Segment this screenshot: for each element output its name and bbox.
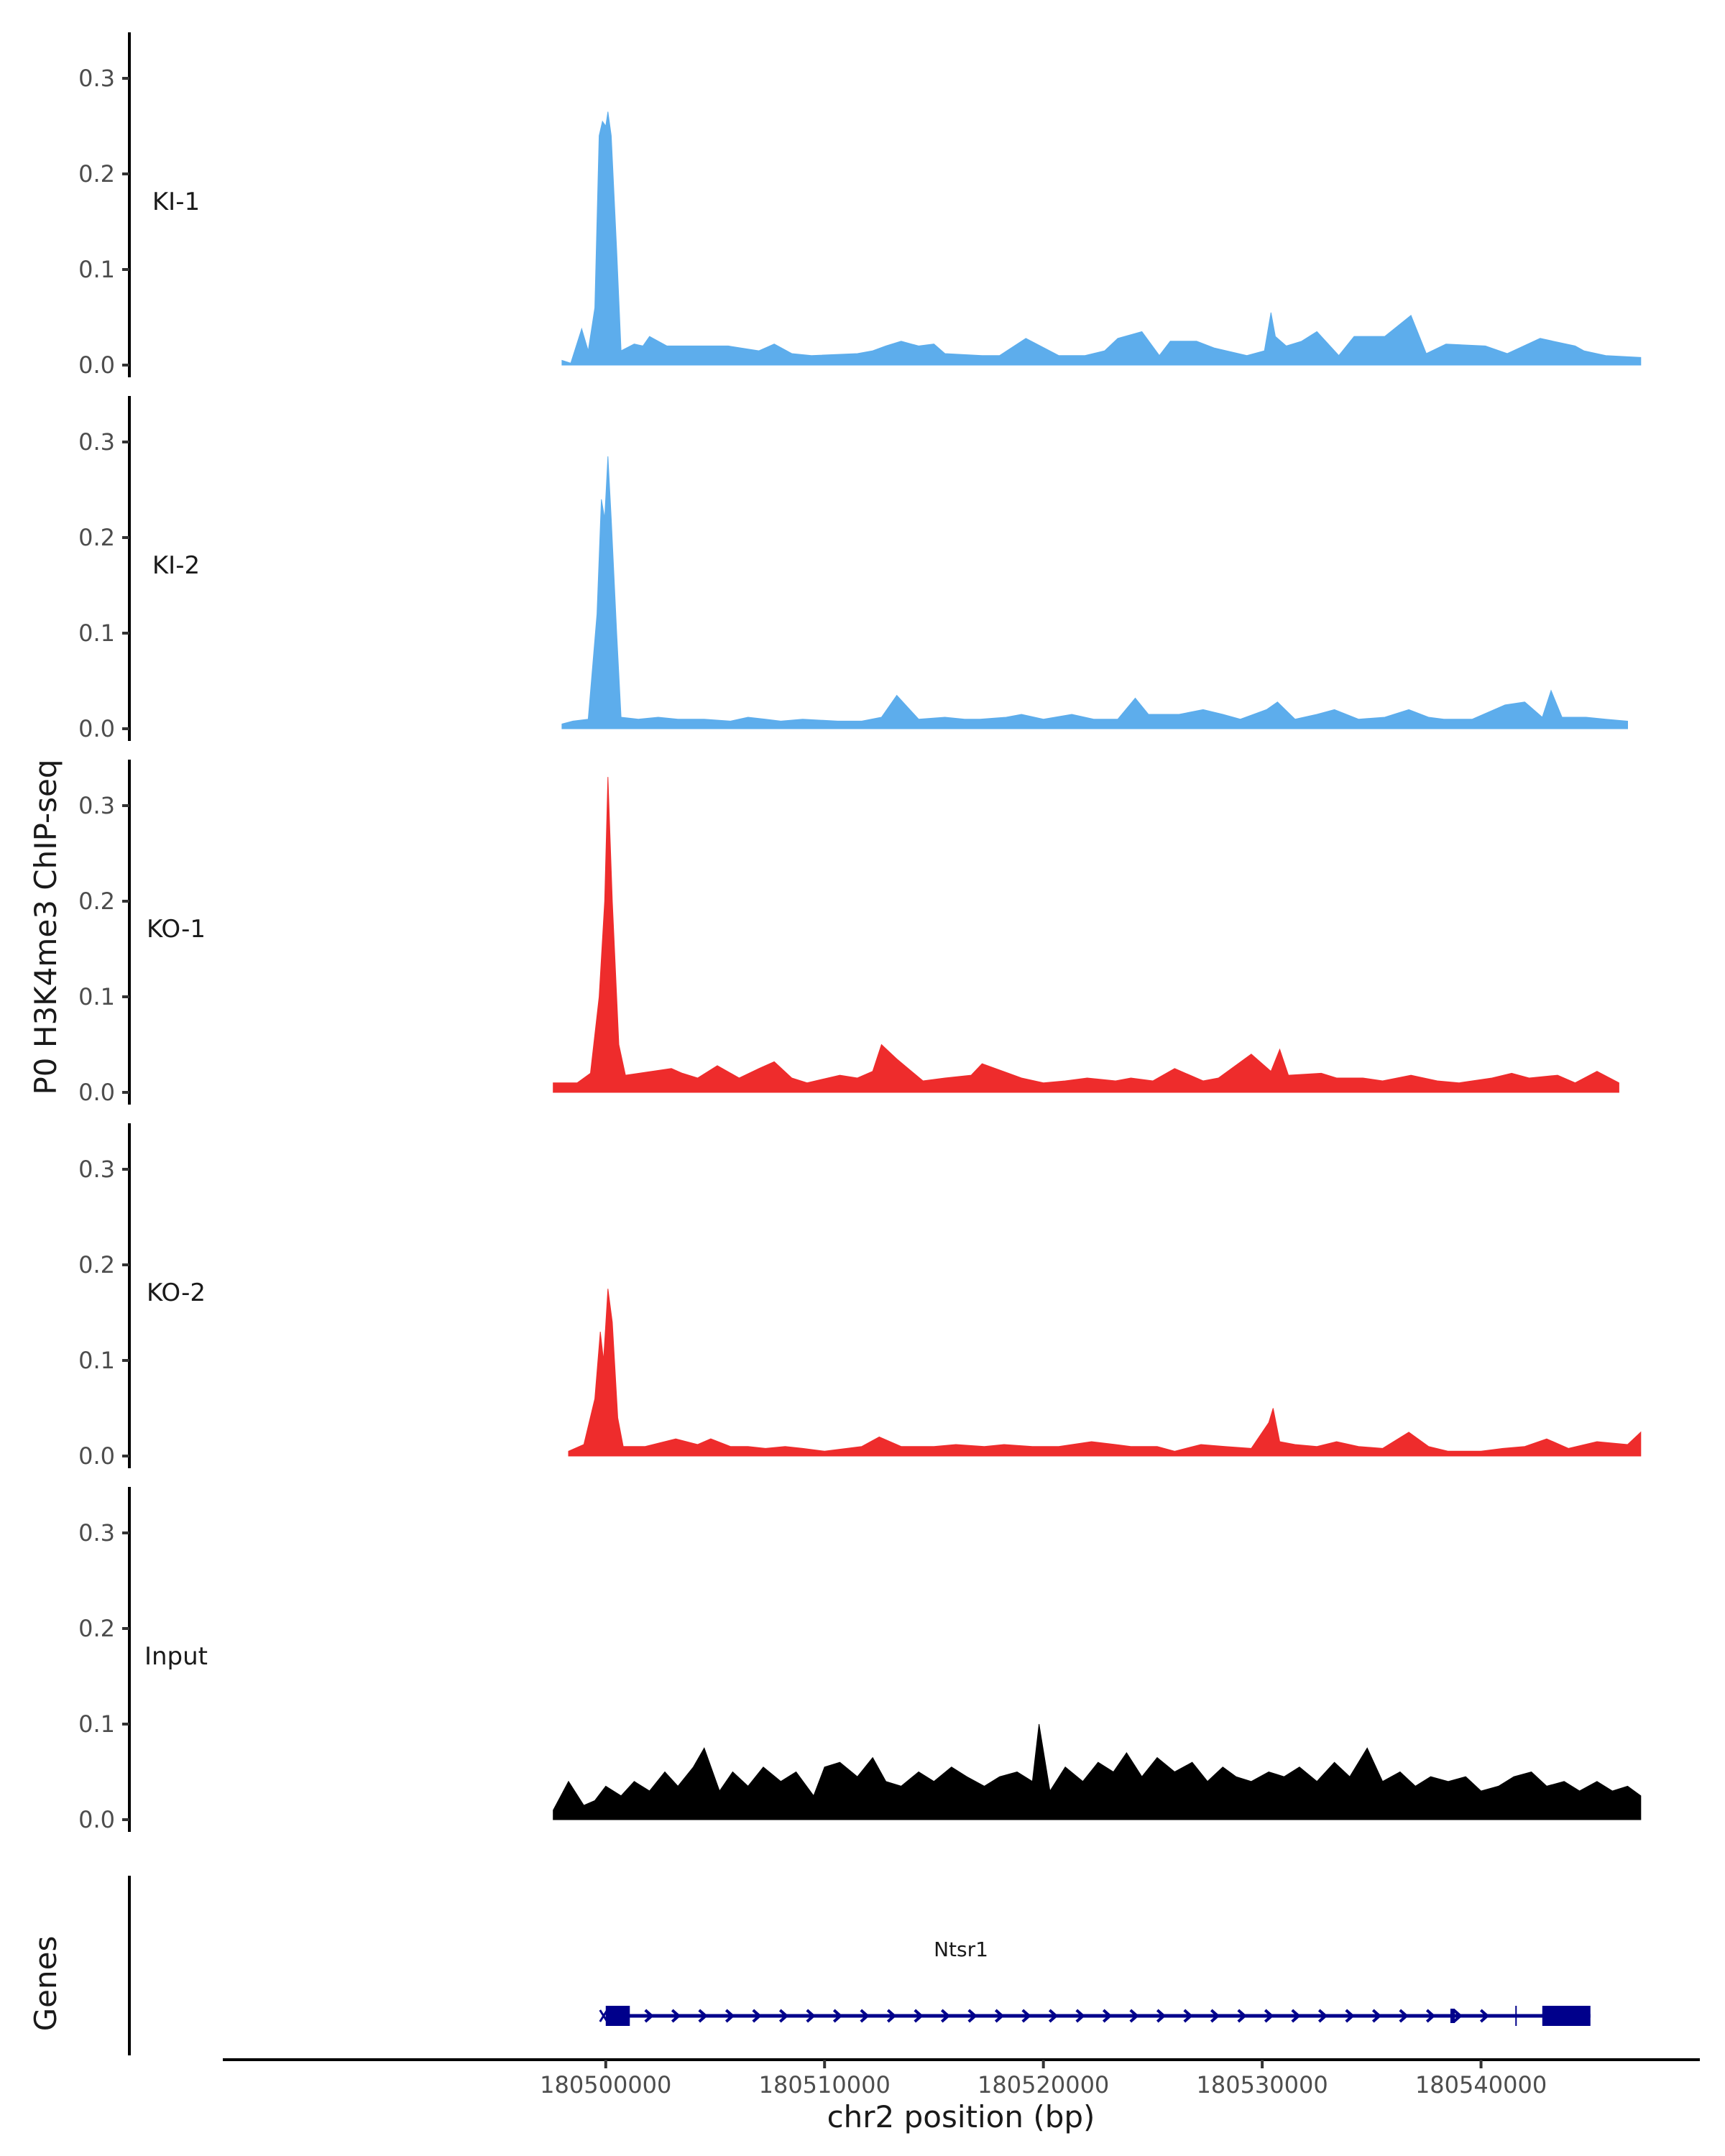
strand-arrow: [1264, 2009, 1274, 2023]
gene-exon: [1450, 2009, 1455, 2023]
strand-arrow: [698, 2009, 708, 2023]
y-tick-label: 0.2: [78, 524, 115, 551]
track-input: 0.0 0.1 0.2 0.3 Input: [78, 1487, 1642, 1833]
gene-exon: [1542, 2006, 1591, 2026]
y-tick-label: 0.3: [78, 65, 115, 92]
strand-arrow: [860, 2009, 870, 2023]
track-ki-2: 0.0 0.1 0.2 0.3 KI-2: [78, 396, 1628, 742]
gene-label: Ntsr1: [934, 1938, 988, 1961]
strand-arrow: [752, 2009, 762, 2023]
track-panels: 0.00.10.20.3KI-10.00.10.20.3KI-20.00.10.…: [78, 32, 1642, 1833]
strand-arrow: [1210, 2009, 1220, 2023]
y-tick-label: 0.1: [78, 1710, 115, 1738]
x-tick-label: 180500000: [540, 2071, 671, 2099]
strand-arrow: [886, 2009, 897, 2023]
gene-exon: [605, 2006, 630, 2026]
strand-arrow: [1317, 2009, 1328, 2023]
strand-arrow: [1048, 2009, 1059, 2023]
x-axis-ticks: 180500000 180510000 180520000 180530000 1805…: [540, 2060, 1547, 2099]
strand-arrow: [1156, 2009, 1167, 2023]
y-tick-label: 0.1: [78, 983, 115, 1010]
strand-arrow: [940, 2009, 951, 2023]
track-ko-1: 0.0 0.1 0.2 0.3 KO-1: [78, 760, 1619, 1106]
x-tick-label: 180520000: [978, 2071, 1109, 2099]
y-tick-label: 0.0: [78, 1442, 115, 1470]
strand-arrow: [1345, 2009, 1355, 2023]
signal-area-ki-1: [561, 111, 1642, 366]
strand-arrow: [1425, 2009, 1436, 2023]
y-tick-label: 0.3: [78, 792, 115, 819]
strand-arrow: [778, 2009, 789, 2023]
x-tick-label: 180510000: [759, 2071, 891, 2099]
y-tick-label: 0.3: [78, 428, 115, 456]
y-tick-label: 0.0: [78, 1806, 115, 1833]
strand-arrow: [1291, 2009, 1301, 2023]
strand-arrow: [644, 2009, 654, 2023]
y-tick-label: 0.0: [78, 715, 115, 742]
strand-arrow: [806, 2009, 816, 2023]
strand-arrow: [1075, 2009, 1085, 2023]
strand-arrow: [994, 2009, 1005, 2023]
strand-arrow: [1183, 2009, 1193, 2023]
signal-area-input: [553, 1723, 1642, 1820]
x-tick-label: 180540000: [1415, 2071, 1547, 2099]
signal-area-ko-2: [568, 1289, 1642, 1457]
y-tick-label: 0.1: [78, 1347, 115, 1374]
strand-arrow: [832, 2009, 843, 2023]
y-tick-label: 0.2: [78, 888, 115, 915]
strand-arrow: [1371, 2009, 1382, 2023]
strand-arrow: [1453, 2009, 1463, 2023]
x-tick-label: 180530000: [1196, 2071, 1328, 2099]
strand-arrow: [1021, 2009, 1031, 2023]
y-tick-label: 0.3: [78, 1519, 115, 1547]
track-label: KO-2: [147, 1279, 206, 1307]
y-tick-label: 0.1: [78, 256, 115, 283]
strand-arrow: [1102, 2009, 1113, 2023]
strand-arrow: [724, 2009, 735, 2023]
strand-arrow: [914, 2009, 924, 2023]
signal-area-ki-2: [561, 456, 1628, 729]
y-tick-label: 0.3: [78, 1156, 115, 1183]
genes-panel: Genes Ntsr1: [28, 1876, 1591, 2055]
y-tick-label: 0.2: [78, 1615, 115, 1642]
track-label: KI-2: [152, 551, 200, 580]
track-label: KI-1: [152, 188, 200, 216]
strand-arrow: [671, 2009, 681, 2023]
y-tick-label: 0.0: [78, 1079, 115, 1106]
track-label: Input: [144, 1642, 208, 1671]
track-ki-1: 0.0 0.1 0.2 0.3 KI-1: [78, 32, 1642, 379]
track-ko-2: 0.0 0.1 0.2 0.3 KO-2: [78, 1123, 1642, 1470]
strand-arrow: [1479, 2009, 1490, 2023]
strand-arrow: [967, 2009, 978, 2023]
y-tick-label: 0.1: [78, 619, 115, 647]
y-axis-title: P0 H3K4me3 ChIP-seq: [28, 759, 63, 1095]
strand-arrow: [1237, 2009, 1247, 2023]
signal-area-ko-1: [553, 777, 1619, 1093]
x-axis-title: chr2 position (bp): [827, 2099, 1095, 2134]
y-tick-label: 0.0: [78, 351, 115, 379]
strand-arrow: [1399, 2009, 1409, 2023]
genes-axis-title: Genes: [28, 1936, 63, 2032]
gene-model: [599, 2006, 1591, 2026]
y-tick-label: 0.2: [78, 1251, 115, 1279]
track-label: KO-1: [147, 915, 206, 944]
strand-arrow: [1129, 2009, 1139, 2023]
y-tick-label: 0.2: [78, 160, 115, 188]
